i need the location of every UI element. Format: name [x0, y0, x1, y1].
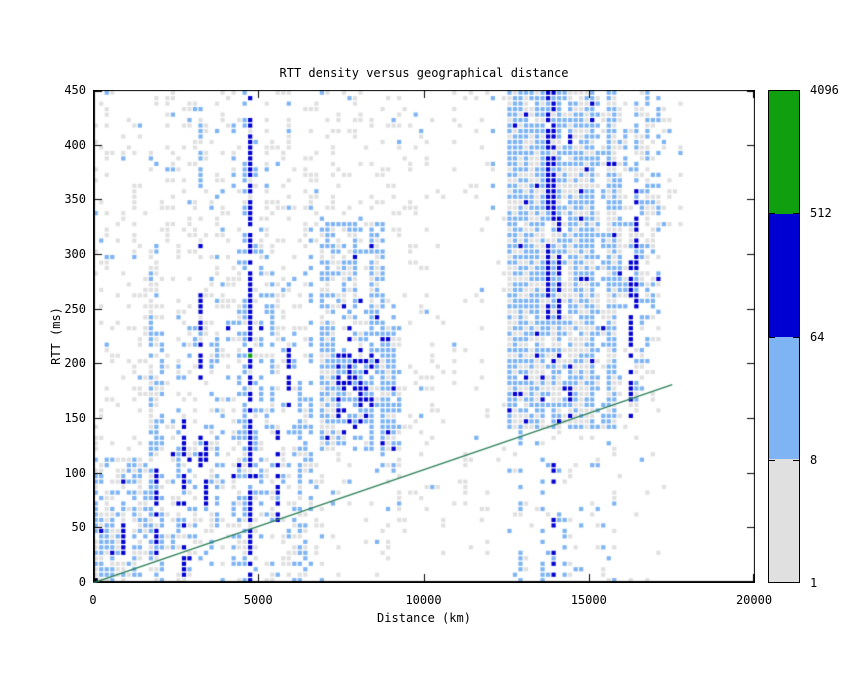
colorbar-segment-lightblue	[769, 336, 799, 460]
colorbar-tick-mark	[793, 337, 799, 338]
y-tick-label: 400	[64, 137, 86, 152]
y-tick-label: 300	[64, 247, 86, 261]
y-tick-label: 0	[78, 575, 86, 589]
colorbar-tick-mark	[793, 460, 799, 461]
x-tick-label: 5000	[243, 593, 273, 607]
colorbar-segment-gray	[769, 459, 799, 582]
y-tick-label: 350	[64, 192, 86, 207]
y-tick-label: 50	[71, 520, 86, 535]
colorbar-segment-green	[769, 91, 799, 214]
x-axis-label: Distance (km)	[377, 611, 471, 625]
x-tick-label: 20000	[735, 593, 773, 607]
x-tick-label: 15000	[570, 593, 607, 607]
colorbar-tick-label: 8	[810, 452, 818, 467]
colorbar-tick-label: 1	[810, 576, 818, 590]
y-tick-label: 100	[64, 465, 86, 480]
y-tick-label: 250	[64, 301, 86, 316]
colorbar-tick-label: 512	[810, 206, 832, 221]
heatmap-plot-canvas	[93, 90, 755, 583]
colorbar-tick-mark	[793, 213, 799, 214]
y-tick-label: 150	[64, 411, 86, 425]
colorbar-tick-mark	[769, 213, 775, 214]
chart-title: RTT density versus geographical distance	[279, 66, 569, 80]
y-tick-label: 450	[64, 83, 86, 97]
x-tick-label: 10000	[405, 593, 442, 607]
colorbar-tick-mark	[769, 460, 775, 461]
y-tick-label: 200	[64, 356, 86, 371]
colorbar-tick-mark	[769, 337, 775, 338]
colorbar-tick-label: 64	[810, 329, 825, 344]
colorbar	[768, 90, 800, 583]
colorbar-segment-darkblue	[769, 213, 799, 337]
colorbar-tick-label: 4096	[810, 83, 839, 97]
x-tick-label: 0	[89, 593, 97, 607]
